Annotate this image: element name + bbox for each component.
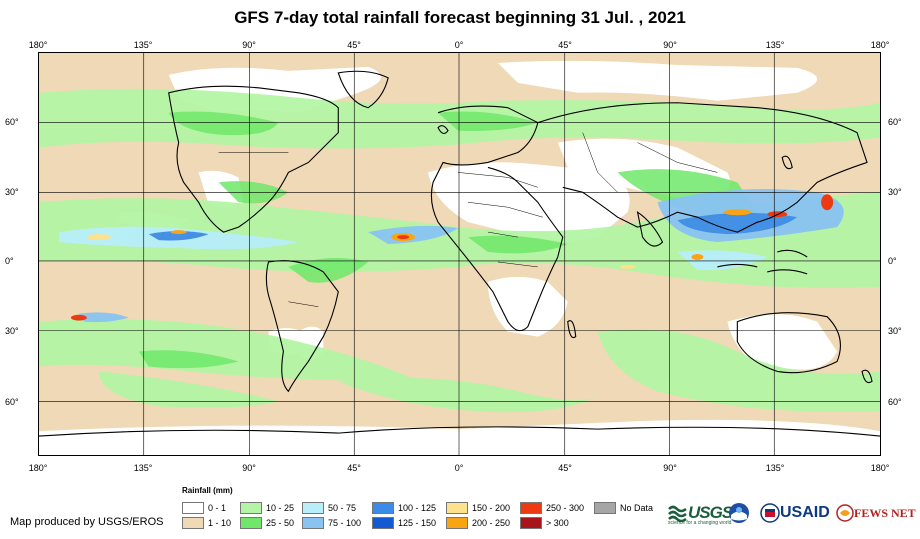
legend-label: 100 - 125 bbox=[398, 503, 437, 513]
legend-swatch-1-10 bbox=[182, 517, 204, 529]
legend-label: 25 - 50 bbox=[266, 518, 295, 528]
noaa-logo bbox=[728, 496, 750, 530]
lon-tick: 90° bbox=[242, 463, 256, 473]
legend-label: 75 - 100 bbox=[328, 518, 362, 528]
legend-swatch-250-300 bbox=[520, 502, 542, 514]
lat-tick: 30° bbox=[888, 187, 902, 197]
lon-tick: 135° bbox=[133, 463, 153, 473]
rain-25-50 bbox=[138, 111, 758, 369]
lon-tick: 135° bbox=[765, 463, 785, 473]
lat-tick: 60° bbox=[5, 117, 19, 127]
lon-tick: 90° bbox=[663, 463, 677, 473]
legend-label: 150 - 200 bbox=[472, 503, 511, 513]
usaid-wordmark: USAID bbox=[780, 504, 830, 521]
lon-tick: 180° bbox=[870, 40, 890, 50]
country-borders bbox=[218, 132, 718, 307]
lon-tick: 45° bbox=[558, 40, 572, 50]
legend-swatch-125-150 bbox=[372, 517, 394, 529]
legend-swatch-200-250 bbox=[446, 517, 468, 529]
legend-label: 0 - 1 bbox=[208, 503, 227, 513]
legend-label: 250 - 300 bbox=[546, 503, 585, 513]
legend-label: 125 - 150 bbox=[398, 518, 437, 528]
legend-swatch-gt-300 bbox=[520, 517, 542, 529]
lon-tick: 180° bbox=[28, 40, 48, 50]
noaa-emblem-icon bbox=[729, 503, 749, 523]
lon-tick: 90° bbox=[663, 40, 677, 50]
usgs-wave-icon bbox=[668, 505, 687, 523]
legend-label: 200 - 250 bbox=[472, 518, 511, 528]
legend-swatch-75-100 bbox=[302, 517, 324, 529]
graticule bbox=[39, 53, 880, 455]
usgs-wordmark: USGS bbox=[688, 503, 733, 522]
lon-tick: 45° bbox=[347, 40, 361, 50]
lon-tick: 90° bbox=[242, 40, 256, 50]
lon-tick: 0° bbox=[454, 463, 464, 473]
legend-swatch-25-50 bbox=[240, 517, 262, 529]
usgs-logo: USGS science for a changing world bbox=[668, 496, 733, 530]
coastlines bbox=[39, 70, 880, 437]
lon-tick: 180° bbox=[870, 463, 890, 473]
credit-text: Map produced by USGS/EROS bbox=[10, 516, 164, 528]
legend-label: > 300 bbox=[546, 518, 569, 528]
legend-swatch-50-75 bbox=[302, 502, 324, 514]
rainfall-map bbox=[38, 52, 881, 456]
legend-label: 10 - 25 bbox=[266, 503, 295, 513]
lon-tick: 45° bbox=[347, 463, 361, 473]
lat-tick: 60° bbox=[888, 397, 902, 407]
legend-label: 1 - 10 bbox=[208, 518, 232, 528]
lat-tick: 30° bbox=[5, 326, 19, 336]
lat-tick: 0° bbox=[888, 256, 897, 266]
legend-label: No Data bbox=[620, 503, 654, 513]
map-title: GFS 7-day total rainfall forecast beginn… bbox=[234, 8, 686, 27]
lat-tick: 60° bbox=[888, 117, 902, 127]
legend-label: 50 - 75 bbox=[328, 503, 357, 513]
legend-swatch-10-25 bbox=[240, 502, 262, 514]
legend-swatch-150-200 bbox=[446, 502, 468, 514]
lon-tick: 135° bbox=[765, 40, 785, 50]
legend-swatch-100-125 bbox=[372, 502, 394, 514]
usaid-logo: USAID bbox=[760, 496, 830, 530]
lat-tick: 30° bbox=[888, 326, 902, 336]
usaid-seal-icon bbox=[760, 503, 780, 523]
legend-swatch-0-1 bbox=[182, 502, 204, 514]
usgs-tagline: science for a changing world bbox=[668, 520, 732, 526]
lat-tick: 60° bbox=[5, 397, 19, 407]
lon-tick: 135° bbox=[133, 40, 153, 50]
lat-tick: 30° bbox=[5, 187, 19, 197]
lon-tick: 45° bbox=[558, 463, 572, 473]
legend-title: Rainfall (mm) bbox=[182, 486, 233, 495]
fews-net-logo: FEWS NET bbox=[836, 496, 916, 530]
lon-tick: 0° bbox=[454, 40, 464, 50]
lat-tick: 0° bbox=[5, 256, 14, 266]
legend-swatch-no-data bbox=[594, 502, 616, 514]
fews-globe-icon bbox=[836, 504, 854, 522]
fews-wordmark: FEWS NET bbox=[854, 505, 916, 520]
lon-tick: 180° bbox=[28, 463, 48, 473]
